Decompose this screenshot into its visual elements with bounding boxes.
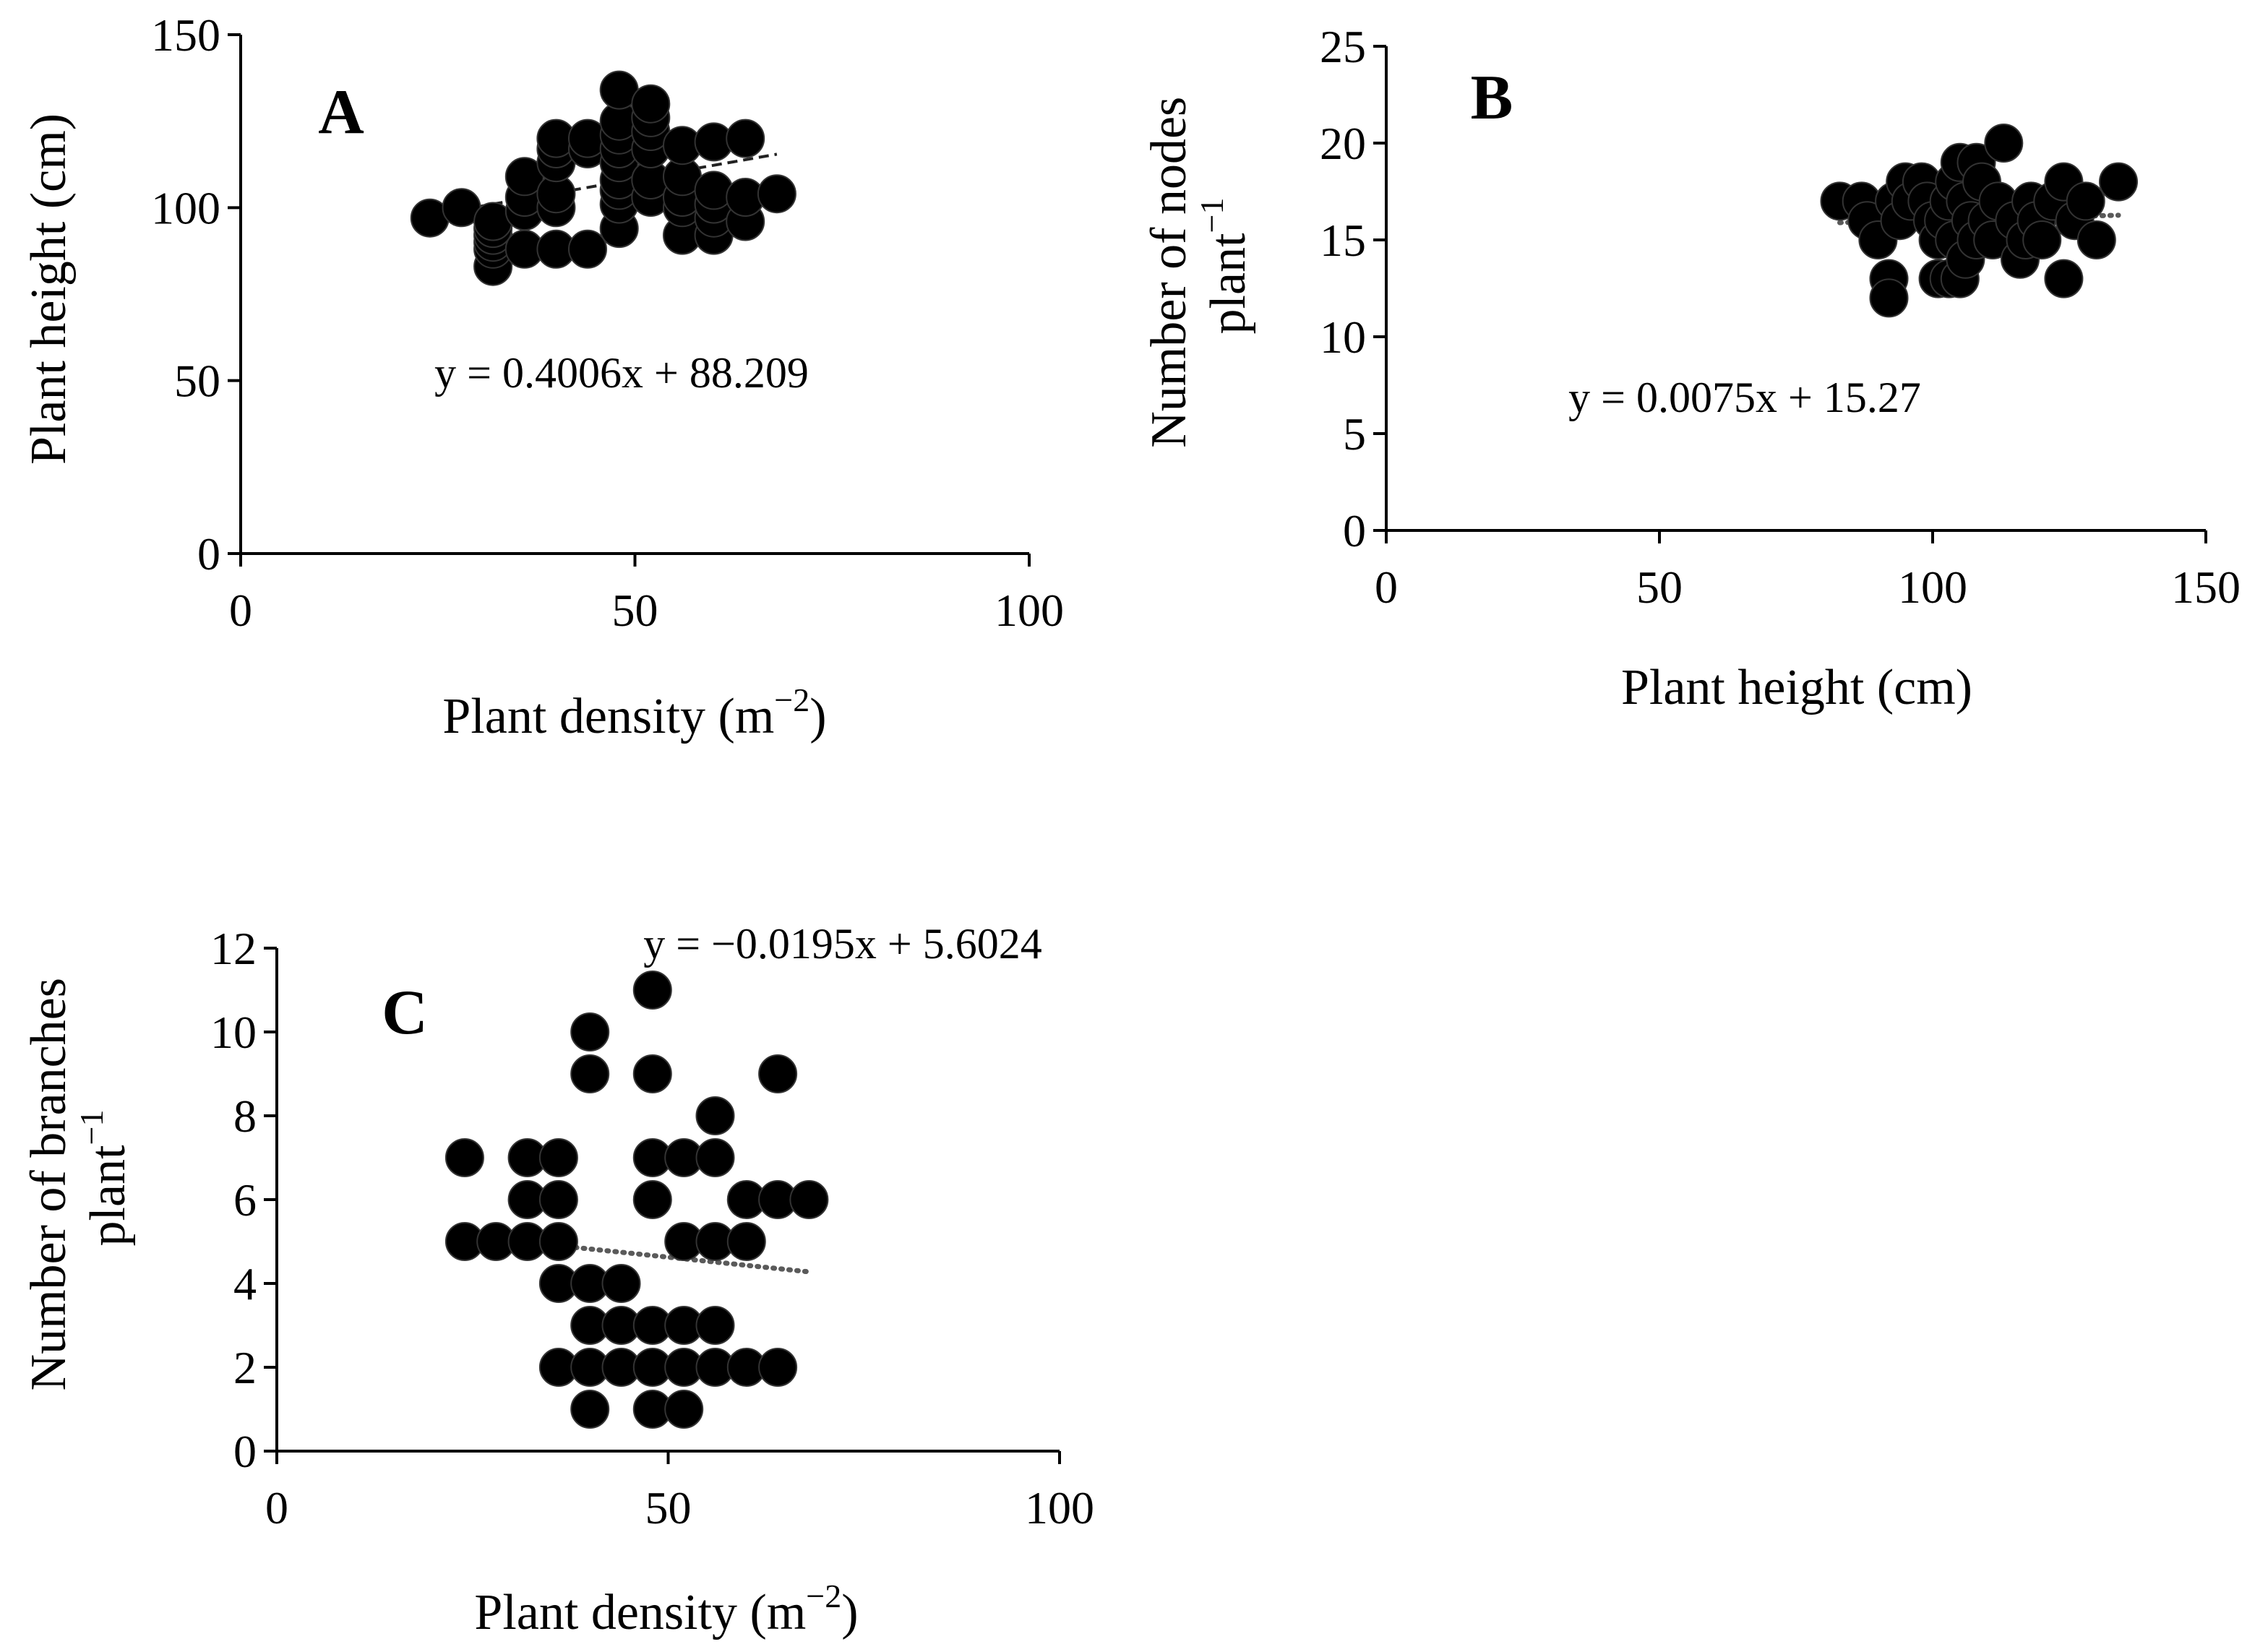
panel-a-x-title-close: ) xyxy=(809,689,826,744)
panel-c-x-axis-title: Plant density (m−2) xyxy=(474,1578,858,1640)
panel-a-x-tick-label: 100 xyxy=(995,585,1064,636)
panel-c-data-point xyxy=(758,1054,798,1093)
panel-c-y-title-line1: Number of branches xyxy=(21,978,77,1390)
panel-c-data-point xyxy=(601,1264,641,1303)
panel-b-y-axis-title: Number of nodes plant−1 xyxy=(1141,84,1256,448)
panel-c-data-point xyxy=(695,1138,735,1177)
panel-c-data-point xyxy=(570,1012,610,1051)
panel-b-chart: 0 5 10 15 20 25 0 50 100 150 B y = 0.0075x + 15.2… xyxy=(1141,21,2241,715)
panel-a-equation: y = 0.4006x + 88.209 xyxy=(434,349,809,397)
panel-b-x-tick-label: 50 xyxy=(1636,562,1683,613)
panel-a-data-point xyxy=(568,229,607,269)
panel-c-data-point xyxy=(632,1054,672,1093)
panel-b-y-title-line2-sup: −1 xyxy=(1193,198,1230,233)
panel-c-x-title-main: Plant density (m xyxy=(474,1585,806,1640)
panel-c-data-point xyxy=(632,1180,672,1219)
panel-c-data-point xyxy=(789,1180,829,1219)
panel-a-points xyxy=(410,70,796,286)
panel-c-y-tick-label: 10 xyxy=(210,1007,257,1058)
panel-b-ticks: 0 5 10 15 20 25 0 50 100 150 xyxy=(1320,21,2241,613)
panel-c-x-tick-label: 100 xyxy=(1025,1482,1094,1533)
panel-c-y-tick-label: 4 xyxy=(233,1258,257,1309)
panel-a-letter: A xyxy=(318,77,364,147)
panel-c-y-title-line2-sup: −1 xyxy=(73,1110,110,1145)
panel-a-x-tick-label: 0 xyxy=(229,585,252,636)
panel-b-y-title-line2-main: plant xyxy=(1200,233,1256,335)
panel-b-y-tick-label: 10 xyxy=(1320,311,1366,363)
panel-a-chart: 0 50 100 150 0 50 100 A y = 0.4006x + 88.209 P… xyxy=(21,9,1064,744)
panel-b-x-tick-label: 100 xyxy=(1898,562,1967,613)
panel-c-data-point xyxy=(726,1222,766,1261)
panel-a-x-title-sup: −2 xyxy=(774,681,809,718)
panel-c-y-tick-label: 12 xyxy=(210,923,257,974)
panel-a-y-tick-label: 100 xyxy=(151,182,220,233)
panel-c-x-tick-label: 0 xyxy=(265,1482,288,1533)
panel-b-axes xyxy=(1385,46,2206,532)
panel-b-y-tick-label: 15 xyxy=(1320,215,1366,266)
panel-b-x-axis-title: Plant height (cm) xyxy=(1621,660,1972,715)
panel-b-points xyxy=(1820,124,2138,318)
panel-a-data-point xyxy=(631,84,671,124)
panel-a-y-tick-label: 150 xyxy=(151,9,220,61)
panel-c-x-title-sup: −2 xyxy=(806,1578,841,1614)
panel-b-y-title-line1: Number of nodes xyxy=(1141,97,1197,448)
panel-b-equation: y = 0.0075x + 15.27 xyxy=(1568,374,1921,421)
panel-c-ticks: 0 2 4 6 8 10 12 0 50 100 xyxy=(210,923,1094,1533)
panel-b-letter: B xyxy=(1471,63,1513,133)
panel-a-x-tick-label: 50 xyxy=(612,585,658,636)
panel-a-data-point xyxy=(726,119,765,158)
panel-c-data-point xyxy=(695,1306,735,1345)
panel-b-data-point xyxy=(2066,181,2105,221)
panel-b-y-tick-label: 5 xyxy=(1343,408,1366,460)
panel-b-y-title-line2: plant−1 xyxy=(1193,198,1256,335)
panel-c-letter: C xyxy=(382,978,428,1048)
panel-c-x-tick-label: 50 xyxy=(645,1482,692,1533)
panel-a-y-axis-title: Plant height (cm) xyxy=(21,113,77,465)
panel-a-y-tick-label: 0 xyxy=(197,528,220,580)
panel-c-data-point xyxy=(570,1054,610,1093)
panel-c-y-tick-label: 2 xyxy=(233,1342,257,1393)
panel-c-y-title-line2-main: plant xyxy=(80,1145,136,1247)
panel-b-x-tick-label: 0 xyxy=(1375,562,1398,613)
panel-c-y-tick-label: 6 xyxy=(233,1174,257,1226)
panel-a-y-tick-label: 50 xyxy=(174,356,220,407)
panel-b-x-tick-label: 150 xyxy=(2171,562,2241,613)
panel-b-data-point xyxy=(2022,220,2062,259)
panel-c-data-point xyxy=(664,1390,704,1429)
panel-b-data-point xyxy=(1869,278,1909,318)
panel-c-data-point xyxy=(538,1138,578,1177)
panel-c-y-tick-label: 0 xyxy=(233,1426,257,1477)
panel-b-data-point xyxy=(2099,162,2138,202)
panel-c-y-tick-label: 8 xyxy=(233,1090,257,1142)
panel-b-data-point xyxy=(2044,259,2084,298)
panel-a-x-title-main: Plant density (m xyxy=(442,689,774,744)
panel-b-data-point xyxy=(1984,124,2024,163)
panel-c-data-point xyxy=(695,1096,735,1135)
panel-b-y-tick-label: 0 xyxy=(1343,505,1366,556)
panel-c-y-axis-title: Number of branches plant−1 xyxy=(21,965,136,1391)
panel-c-x-title-close: ) xyxy=(841,1585,858,1640)
panel-c-data-point xyxy=(538,1180,578,1219)
panel-c-data-point xyxy=(444,1138,484,1177)
panel-b-y-tick-label: 20 xyxy=(1320,118,1366,169)
panel-a-ticks: 0 50 100 150 0 50 100 xyxy=(151,9,1064,636)
panel-c-equation: y = −0.0195x + 5.6024 xyxy=(643,920,1042,968)
panel-c-data-point xyxy=(538,1222,578,1261)
panel-a-data-point xyxy=(757,174,796,214)
panel-b-data-point xyxy=(2076,220,2116,259)
panel-b-y-tick-label: 25 xyxy=(1320,21,1366,72)
panel-c-data-point xyxy=(570,1390,610,1429)
panel-c-y-title-line2: plant−1 xyxy=(73,1110,136,1247)
panel-c-data-point xyxy=(758,1348,798,1387)
panel-c-points xyxy=(444,971,829,1429)
panel-c-data-point xyxy=(632,971,672,1010)
panel-a-x-axis-title: Plant density (m−2) xyxy=(442,681,826,744)
